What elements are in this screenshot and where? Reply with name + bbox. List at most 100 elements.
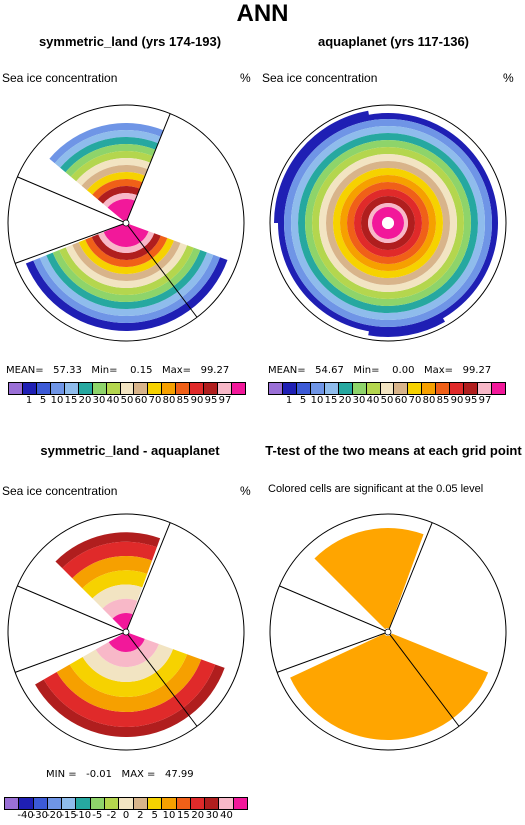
colorbar-swatch (464, 383, 479, 394)
ice-concentration-band (25, 257, 228, 331)
variable-label: Sea ice concentration (262, 71, 378, 85)
ice-concentration-band (97, 186, 140, 204)
colorbar-tick-label: 80 (162, 395, 176, 406)
colorbar-swatch (478, 383, 492, 394)
pole-marker (122, 219, 130, 227)
colorbar-swatch (62, 798, 77, 809)
coastline (387, 631, 460, 727)
colorbar-swatch (352, 383, 367, 394)
colorbar-swatch (205, 798, 220, 809)
difference-band (35, 664, 225, 737)
colorbar-difference: -40 -30 -20 -15 -10 -5 -2 0 2 5 10 15 20 30 40 (4, 797, 248, 822)
colorbar-tick-label: -20 (46, 810, 63, 821)
colorbar-swatch (310, 383, 325, 394)
polar-map-symmetric-land (7, 104, 245, 342)
colorbar-aquaplanet: 1 5 10 15 20 30 40 50 60 70 80 85 90 95 97 (268, 382, 506, 407)
colorbar-tick-label: -40 (17, 810, 34, 821)
colorbar-tick-label: -2 (106, 810, 117, 821)
colorbar-tick-label: 40 (220, 810, 233, 821)
ice-concentration-band (46, 250, 207, 310)
difference-band (55, 532, 161, 569)
ice-concentration-band (70, 151, 153, 182)
coastline (387, 522, 433, 633)
colorbar-tick-label: 15 (64, 395, 78, 406)
stats-line: MEAN= 54.67 Min= 0.00 Max= 99.27 (268, 365, 492, 376)
colorbar-tick-label: -10 (74, 810, 92, 821)
colorbar-swatch (50, 383, 65, 394)
colorbar-tick-label: 40 (366, 395, 380, 406)
colorbar-swatch (76, 798, 91, 809)
panel-title-ttest: T-test of the two means at each grid poi… (265, 443, 522, 458)
colorbar-swatch (492, 383, 505, 394)
colorbar-tick-label: 20 (191, 810, 205, 821)
colorbar-swatch (19, 798, 34, 809)
difference-band (56, 654, 202, 712)
colorbar-swatch (338, 383, 353, 394)
colorbar-tick-label: 20 (78, 395, 92, 406)
significant-cells (314, 528, 424, 630)
map-boundary (7, 513, 245, 751)
colorbar-swatch (9, 383, 23, 394)
ice-concentration-band (274, 110, 370, 223)
coastline (125, 522, 171, 633)
colorbar-swatch (133, 798, 148, 809)
colorbar-tick-label: 95 (464, 395, 478, 406)
difference-band (69, 649, 188, 697)
colorbar-swatch (36, 383, 51, 394)
colorbar-tick-label: 20 (338, 395, 352, 406)
colorbar-tick-label: 0 (122, 810, 130, 821)
colorbar-swatch (47, 798, 63, 809)
colorbar-swatch (394, 383, 409, 394)
coastline (17, 585, 127, 633)
variable-label: Sea ice concentration (2, 71, 118, 85)
ice-concentration-band (72, 240, 181, 281)
colorbar-tick-label: 1 (25, 395, 33, 406)
colorbar-tick-label: 10 (50, 395, 64, 406)
colorbar-swatch (436, 383, 451, 394)
colorbar-swatch (204, 383, 219, 394)
pole-marker (382, 217, 394, 229)
colorbar-swatch (147, 798, 163, 809)
ice-concentration-band (76, 158, 151, 186)
ice-concentration-band (54, 130, 161, 168)
ice-concentration-band (60, 137, 159, 173)
colorbar-tick-label: 95 (204, 395, 218, 406)
colorbar-swatch (22, 383, 37, 394)
colorbar-tick-label: 1 (285, 395, 293, 406)
map-boundary (269, 513, 507, 751)
ice-concentration-band (103, 223, 149, 248)
colorbar-tick-label: 90 (450, 395, 464, 406)
difference-band (82, 570, 148, 599)
colorbar-swatch (162, 798, 177, 809)
colorbar-tick-label: 50 (120, 395, 134, 406)
map-boundary (7, 104, 245, 342)
ice-concentration-band (39, 252, 214, 317)
ice-concentration-band (78, 238, 174, 274)
colorbar-tick-label: 70 (148, 395, 162, 406)
colorbar-swatch (233, 798, 248, 809)
ice-concentration-band (65, 242, 188, 288)
colorbar-tick-label: 15 (177, 810, 190, 821)
difference-band (72, 556, 152, 589)
colorbar-swatch (119, 798, 134, 809)
colorbar-swatch (219, 798, 234, 809)
coastline (125, 222, 198, 318)
significance-note: Colored cells are significant at the 0.0… (268, 483, 484, 495)
ice-concentration-band (65, 144, 156, 177)
pole-marker (122, 628, 130, 636)
ice-concentration-band (86, 172, 146, 195)
colorbar-tick-label: 90 (190, 395, 204, 406)
colorbar-swatch (232, 383, 245, 394)
colorbar-swatch (176, 798, 191, 809)
colorbar-swatch (269, 383, 283, 394)
coastline (279, 585, 389, 633)
difference-band (102, 598, 138, 619)
ice-concentration-band (59, 245, 194, 295)
colorbar-swatch (148, 383, 163, 394)
colorbar-swatch (408, 383, 423, 394)
colorbar-swatch (282, 383, 297, 394)
colorbar-swatch (92, 383, 107, 394)
ice-concentration-band (103, 193, 138, 208)
colorbar-swatch (218, 383, 232, 394)
colorbar-tick-label: -30 (31, 810, 49, 821)
